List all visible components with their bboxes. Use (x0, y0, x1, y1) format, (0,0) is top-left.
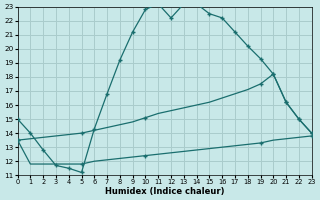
X-axis label: Humidex (Indice chaleur): Humidex (Indice chaleur) (105, 187, 224, 196)
